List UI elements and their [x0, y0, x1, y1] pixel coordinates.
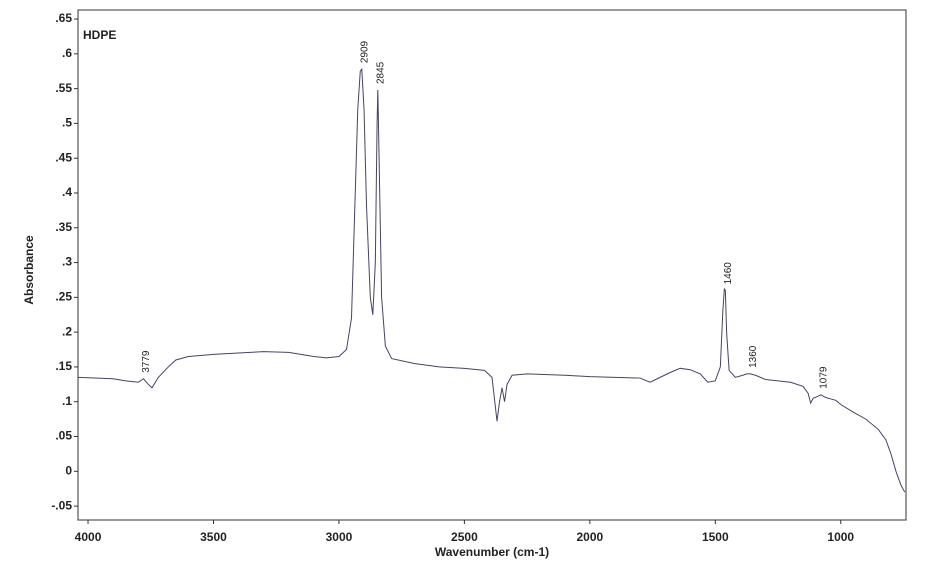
y-tick-label: .6 — [62, 46, 72, 60]
y-tick-label: .35 — [55, 220, 72, 234]
y-tick-label: .05 — [55, 429, 72, 443]
x-tick-label: 1500 — [702, 530, 729, 544]
y-tick-label: 0 — [65, 463, 72, 477]
peak-label: 3779 — [141, 350, 152, 373]
peak-label: 1460 — [723, 262, 734, 285]
x-tick-label: 2500 — [451, 530, 478, 544]
y-tick-label: .55 — [55, 81, 72, 95]
peak-label: 2845 — [375, 61, 386, 84]
x-tick-label: 2000 — [577, 530, 604, 544]
y-tick-label: .65 — [55, 11, 72, 25]
y-tick-label: .45 — [55, 150, 72, 164]
y-tick-label: .4 — [62, 185, 72, 199]
x-tick-label: 3500 — [200, 530, 227, 544]
spectrum-line — [77, 67, 906, 493]
peak-label: 1079 — [819, 366, 830, 389]
peak-label: 1360 — [748, 345, 759, 368]
x-tick-label: 3000 — [326, 530, 353, 544]
annotation: HDPE — [83, 28, 116, 42]
y-tick-label: .3 — [62, 255, 72, 269]
x-axis-title: Wavenumber (cm-1) — [435, 545, 549, 559]
y-tick-label: .5 — [62, 116, 72, 130]
y-tick-label: .25 — [55, 290, 72, 304]
y-tick-label: .2 — [62, 324, 72, 338]
x-tick-label: 4000 — [75, 530, 102, 544]
y-tick-label: .15 — [55, 359, 72, 373]
y-axis-title: Absorbance — [22, 235, 36, 305]
x-tick-label: 1000 — [827, 530, 854, 544]
y-tick-label: .1 — [62, 394, 72, 408]
peak-label: 2909 — [359, 40, 370, 63]
plot-frame — [77, 9, 907, 521]
y-tick-label: -.05 — [51, 498, 72, 512]
